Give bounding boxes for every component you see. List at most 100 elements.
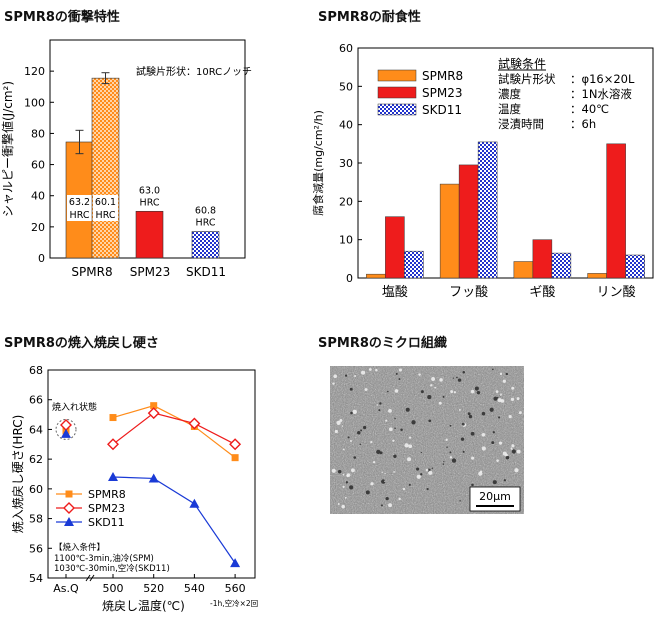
micrograph-carbide	[398, 378, 401, 380]
hardness-data-point	[188, 417, 201, 430]
micrograph-carbide	[376, 404, 378, 406]
micrograph-carbide	[354, 375, 357, 377]
micrograph-carbide	[395, 372, 398, 375]
micrograph-carbide	[471, 483, 474, 487]
impact-hrc-value: 63.2	[69, 197, 90, 208]
micrograph-carbide	[511, 386, 515, 390]
micrograph-carbide	[491, 441, 495, 445]
micrograph-carbide	[495, 390, 499, 393]
corrosion-condition-label: 試験片形状	[498, 72, 556, 86]
corrosion-y-tick-label: 0	[346, 272, 353, 285]
corrosion-bar	[532, 239, 553, 279]
hardness-plot-frame	[47, 369, 256, 579]
micrograph-carbide	[381, 479, 386, 484]
micrograph-carbide	[407, 457, 412, 462]
corrosion-legend-label: SPMR8	[422, 69, 463, 83]
corrosion-chart-title: SPMR8の耐食性	[318, 10, 421, 25]
micrograph-carbide	[347, 436, 350, 439]
corrosion-y-tick-label: 20	[339, 195, 353, 208]
micrograph-carbide	[492, 480, 497, 485]
micrograph-carbide	[393, 471, 395, 473]
micrograph-carbide	[361, 370, 366, 375]
micrograph-carbide	[411, 420, 416, 425]
micrograph-carbide	[434, 386, 437, 389]
micrograph-carbide	[470, 389, 475, 394]
micrograph-carbide	[428, 470, 433, 475]
micrograph-carbide	[462, 370, 466, 374]
impact-x-category-label: SPMR8	[71, 265, 112, 279]
micrograph-carbide	[394, 427, 396, 430]
micrograph-carbide	[364, 388, 368, 392]
micrograph-carbide	[333, 374, 337, 379]
corrosion-y-tick-label: 40	[339, 119, 353, 132]
micrograph-carbide	[336, 420, 341, 426]
impact-hrc-unit: HRC	[140, 197, 160, 208]
hardness-data-point	[107, 438, 119, 451]
hardness-y-tick-label: 68	[29, 364, 43, 377]
hardness-legend-label: SPM23	[88, 502, 125, 515]
micrograph-carbide	[344, 496, 347, 499]
micrograph-carbide	[352, 409, 357, 415]
micrograph-carbide	[365, 490, 370, 495]
impact-y-tick-label: 100	[24, 96, 45, 109]
hardness-x-tick-label: 520	[143, 582, 164, 595]
micrograph-carbide	[476, 390, 481, 395]
micrograph-carbide	[438, 401, 442, 405]
micrograph-carbide	[337, 502, 340, 505]
hardness-y-tick-label: 58	[29, 513, 43, 526]
micrograph-carbide	[479, 470, 483, 473]
micrograph-carbide	[442, 463, 445, 465]
micrograph-carbide	[349, 387, 353, 391]
hardness-quench-line: 1030℃-30min,空冷(SKD11)	[54, 563, 170, 574]
micrograph-carbide	[344, 374, 348, 377]
corrosion-bar	[587, 273, 607, 279]
hardness-data-point	[108, 471, 118, 481]
corrosion-conditions-heading: 試験条件	[498, 56, 546, 71]
hardness-y-tick-label: 62	[29, 453, 43, 466]
micrograph-carbide	[514, 468, 519, 473]
impact-hrc-unit: HRC	[70, 210, 90, 221]
hardness-y-tick-label: 66	[29, 394, 43, 407]
micrograph-carbide	[470, 431, 475, 436]
micrograph-carbide	[384, 480, 386, 482]
corrosion-y-tick-label: 10	[339, 234, 353, 247]
micrograph-carbide	[393, 454, 397, 458]
micrograph-carbide	[350, 468, 355, 473]
micrograph-carbide	[461, 422, 465, 426]
micrograph-carbide	[400, 428, 403, 432]
hardness-data-point	[148, 473, 159, 483]
corrosion-condition-value: ：1N水溶液	[570, 87, 632, 101]
corrosion-legend-label: SPM23	[422, 86, 462, 100]
micrograph-carbide	[360, 429, 363, 432]
micrograph-carbide	[368, 368, 372, 371]
micrograph-carbide	[375, 368, 378, 372]
hardness-y-tick-label: 56	[29, 542, 43, 555]
micrograph-carbide	[342, 485, 345, 489]
micrograph-carbide	[379, 402, 382, 405]
micrograph-carbide	[408, 444, 413, 449]
micrograph-carbide	[420, 390, 424, 394]
micrograph-carbide	[456, 376, 458, 379]
micrograph-carbide	[408, 436, 412, 439]
hardness-series-line	[112, 405, 236, 459]
micrograph-carbide	[489, 407, 494, 412]
micrograph-carbide	[337, 469, 342, 474]
micrograph-carbide	[431, 377, 436, 381]
corrosion-y-axis-label: 腐食減量(mg/cm²/h)	[311, 110, 325, 216]
corrosion-y-tick-label: 30	[339, 157, 353, 170]
corrosion-bar	[551, 252, 572, 279]
corrosion-legend-swatch	[377, 86, 417, 99]
micrograph-carbide	[452, 377, 454, 379]
micrograph-carbide	[359, 443, 362, 446]
hardness-x-tick-label: 500	[103, 582, 124, 595]
micrograph-carbide	[370, 440, 373, 444]
micrograph-carbide	[510, 397, 515, 401]
micrograph-carbide	[481, 432, 486, 437]
micrograph-carbide	[427, 395, 432, 400]
micrograph-carbide	[342, 448, 345, 451]
corrosion-bar	[366, 273, 386, 279]
impact-x-category-label: SKD11	[186, 265, 226, 279]
micrograph-carbide	[430, 384, 433, 387]
impact-bar	[91, 77, 120, 259]
